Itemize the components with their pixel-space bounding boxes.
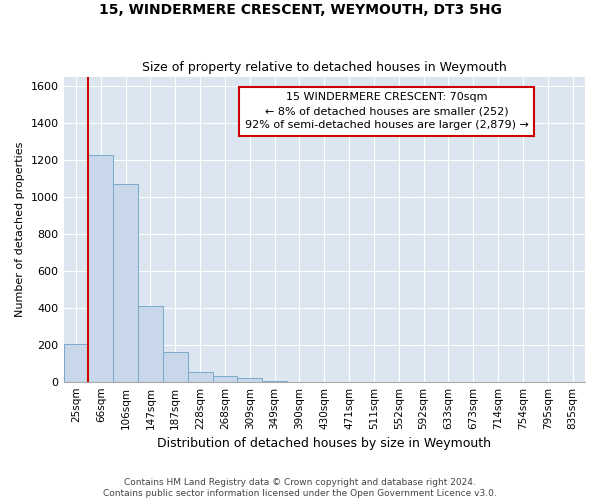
Bar	[88, 154, 113, 382]
Text: 15, WINDERMERE CRESCENT, WEYMOUTH, DT3 5HG: 15, WINDERMERE CRESCENT, WEYMOUTH, DT3 5…	[98, 2, 502, 16]
Bar	[188, 372, 212, 382]
Bar	[138, 306, 163, 382]
Bar	[113, 184, 138, 382]
Bar	[212, 376, 238, 382]
Bar	[238, 378, 262, 382]
Title: Size of property relative to detached houses in Weymouth: Size of property relative to detached ho…	[142, 62, 506, 74]
Bar	[64, 344, 88, 382]
Y-axis label: Number of detached properties: Number of detached properties	[15, 142, 25, 317]
X-axis label: Distribution of detached houses by size in Weymouth: Distribution of detached houses by size …	[157, 437, 491, 450]
Bar	[163, 352, 188, 382]
Bar	[262, 381, 287, 382]
Text: 15 WINDERMERE CRESCENT: 70sqm
← 8% of detached houses are smaller (252)
92% of s: 15 WINDERMERE CRESCENT: 70sqm ← 8% of de…	[245, 92, 529, 130]
Text: Contains HM Land Registry data © Crown copyright and database right 2024.
Contai: Contains HM Land Registry data © Crown c…	[103, 478, 497, 498]
